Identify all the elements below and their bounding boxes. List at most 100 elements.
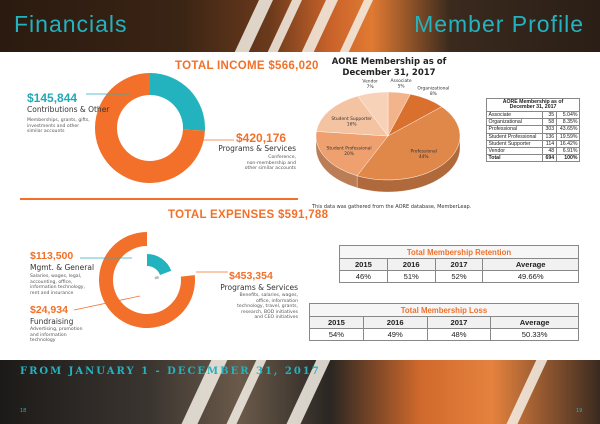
membership-cell-name: Student Supporter (486, 139, 543, 148)
butterfly-stripe (333, 0, 376, 52)
income-title: TOTAL INCOME $566,020 (175, 60, 319, 72)
mgmt-label: Mgmt. & General (30, 263, 95, 272)
page-number-right: 19 (576, 408, 583, 414)
loss-table: Total Membership Loss 2015 2016 2017 Ave… (309, 303, 579, 341)
membership-cell-pct: 19.59% (555, 132, 581, 141)
income-slice (94, 73, 205, 183)
membership-slice-label: Student Supporter (331, 116, 372, 122)
membership-slice-label: Professional (411, 148, 437, 154)
expenses-programs-amount: $453,354 (229, 270, 273, 282)
retention-value: 46% (339, 270, 388, 283)
butterfly-stripe (501, 360, 550, 424)
mgmt-description: Salaries, wages, legal, accounting, offic… (30, 274, 85, 296)
membership-cell-count: 303 (542, 125, 557, 134)
data-source-note: This data was gathered from the AORE dat… (312, 204, 472, 210)
income-programs-description: Conference, non-membership and other simil… (244, 155, 296, 172)
membership-table-row: Student Supporter 114 16.42% (486, 139, 581, 148)
membership-cell-name: Professional (486, 125, 543, 134)
membership-table-title: AORE Membership as of December 31, 2017 (486, 98, 580, 112)
membership-cell-count: 694 (542, 154, 557, 163)
membership-slice-side (315, 135, 358, 188)
fundraising-description: Advertising, promotion and information tec… (30, 327, 83, 344)
page-number-left: 18 (20, 408, 27, 414)
membership-slice (356, 106, 461, 181)
membership-slice (387, 93, 443, 137)
membership-table-row: Organizational 58 8.35% (486, 118, 581, 127)
retention-table: Total Membership Retention 2015 2016 201… (339, 245, 579, 283)
membership-slice-pct: 44% (419, 154, 429, 160)
loss-value: 48% (426, 328, 492, 341)
membership-slice-pct: 5% (398, 84, 405, 90)
membership-slice-label: Vendor (362, 79, 378, 85)
contributions-amount: $145,844 (27, 91, 78, 105)
expenses-title: TOTAL EXPENSES $591,788 (168, 209, 329, 221)
header-banner (0, 0, 600, 52)
membership-cell-name: Associate (486, 110, 543, 120)
loss-header: 2016 (362, 316, 428, 329)
membership-table-row: Student Professional 136 19.59% (486, 132, 581, 141)
membership-cell-pct: 43.65% (555, 125, 581, 134)
expense-slice (154, 275, 159, 280)
membership-slice-pct: 7% (367, 84, 374, 90)
membership-slice-pct: 20% (344, 151, 354, 157)
fundraising-amount: $24,934 (30, 304, 68, 316)
loss-header: Average (490, 316, 579, 329)
membership-cell-pct: 5.04% (555, 110, 581, 120)
membership-cell-name: Vendor (486, 146, 543, 156)
section-divider (20, 198, 298, 200)
retention-header: Average (482, 258, 579, 271)
loss-header: 2015 (309, 316, 364, 329)
leader-line (73, 295, 141, 311)
membership-chart-title: AORE Membership as of December 31, 2017 (331, 57, 447, 78)
retention-value: 51% (386, 270, 436, 283)
retention-header: 2017 (434, 258, 484, 271)
page-title-left: Financials (14, 11, 128, 37)
membership-table-row: Professional 303 43.65% (486, 125, 581, 134)
membership-cell-count: 58 (542, 118, 557, 127)
butterfly-stripe (295, 0, 341, 52)
membership-cell-count: 48 (542, 146, 557, 156)
membership-slice-pct: 16% (347, 122, 357, 128)
membership-table-row: Total 694 100% (486, 154, 581, 163)
membership-slice (357, 91, 389, 137)
membership-slice-pct: 8% (430, 91, 437, 97)
expense-slice (99, 232, 195, 329)
loss-value: 49% (362, 328, 428, 341)
retention-value: 49.66% (482, 270, 579, 283)
expenses-programs-label: Programs & Services (220, 283, 298, 292)
membership-cell-pct: 8.35% (555, 118, 581, 127)
membership-slice-side (356, 135, 461, 193)
membership-cell-pct: 16.42% (555, 139, 581, 148)
membership-cell-count: 35 (542, 110, 557, 120)
membership-cell-count: 114 (542, 139, 557, 148)
loss-value: 50.33% (490, 328, 579, 341)
income-slice (150, 73, 206, 131)
reporting-period: FROM JANUARY 1 - DECEMBER 31, 2017 (20, 366, 321, 377)
retention-title: Total Membership Retention (339, 245, 579, 259)
retention-header: 2016 (386, 258, 436, 271)
membership-cell-name: Student Professional (486, 132, 543, 141)
income-programs-label: Programs & Services (218, 144, 296, 153)
expenses-programs-description: Benefits, salaries, wages, office, inform… (237, 293, 298, 321)
membership-cell-pct: 100% (555, 154, 581, 163)
expense-slice (147, 254, 172, 275)
footer-banner (0, 360, 600, 424)
retention-value: 52% (434, 270, 484, 283)
membership-slice-label: Organizational (417, 86, 449, 92)
mgmt-amount: $113,500 (30, 250, 74, 262)
loss-value: 54% (309, 328, 364, 341)
contributions-label: Contributions & Other (27, 105, 110, 114)
retention-header: 2015 (339, 258, 388, 271)
butterfly-stripe (228, 0, 276, 52)
membership-cell-count: 136 (542, 132, 557, 141)
income-programs-amount: $420,176 (236, 131, 287, 145)
membership-slice-label: Student Professional (327, 145, 372, 151)
fundraising-label: Fundraising (30, 317, 74, 326)
membership-slice (315, 131, 389, 176)
membership-cell-name: Organizational (486, 118, 543, 127)
membership-slice (316, 95, 389, 137)
loss-title: Total Membership Loss (309, 303, 579, 317)
membership-table-row: Vendor 48 6.91% (486, 146, 581, 156)
loss-header: 2017 (426, 316, 492, 329)
membership-table: AORE Membership as of December 31, 2017 A… (486, 98, 581, 163)
